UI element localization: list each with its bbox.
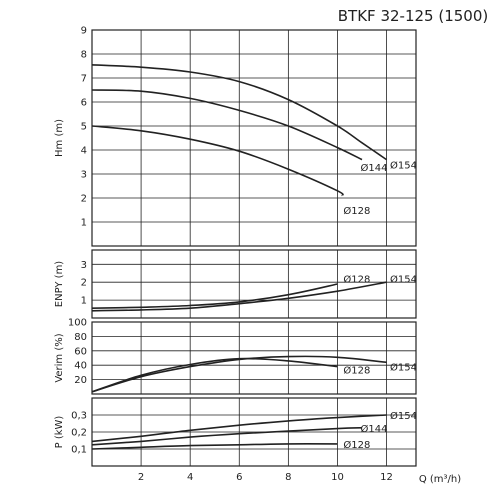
series-line-d144 [91, 89, 363, 161]
y-tick-label: 2 [81, 278, 87, 289]
y-tick-label: 5 [81, 122, 87, 133]
x-tick-label: 2 [138, 472, 144, 483]
panel-frame [91, 29, 417, 247]
y-tick-label: 40 [74, 361, 87, 372]
x-tick-label: 12 [380, 472, 393, 483]
y-tick-label: 0,3 [71, 411, 87, 422]
series-label: Ø154 [390, 410, 417, 422]
series-label: Ø154 [390, 362, 417, 374]
series-label: Ø154 [390, 159, 417, 171]
series-line-d128 [91, 125, 344, 197]
series-line-d154 [91, 281, 387, 312]
y-tick-label: 2 [81, 194, 87, 205]
y-tick-label: 3 [81, 170, 87, 181]
y-axis-label: Verim (%) [54, 333, 65, 382]
y-tick-label: 100 [68, 318, 87, 329]
series-label: Ø128 [343, 365, 370, 377]
y-tick-label: 9 [81, 26, 87, 37]
series-line-d154 [91, 355, 387, 393]
series-label: Ø144 [361, 423, 388, 435]
series-line-d128 [91, 283, 338, 309]
panel-frame [91, 321, 417, 395]
x-axis-label: Q (m³/h) [419, 474, 461, 485]
x-tick-label: 4 [187, 472, 193, 483]
series-label: Ø128 [343, 205, 370, 217]
series-label: Ø144 [361, 162, 388, 174]
y-axis-label: ENPY (m) [54, 261, 65, 308]
y-tick-label: 0,1 [71, 445, 87, 456]
series-line-d128 [91, 443, 338, 450]
y-tick-label: 0,2 [71, 428, 87, 439]
series-label: Ø128 [343, 274, 370, 286]
y-tick-label: 1 [81, 296, 87, 307]
y-axis-label: Hm (m) [54, 119, 65, 157]
series-label: Ø128 [343, 439, 370, 451]
y-tick-label: 60 [74, 346, 87, 357]
y-tick-label: 20 [74, 375, 87, 386]
y-tick-label: 7 [81, 74, 87, 85]
y-tick-label: 4 [81, 146, 87, 157]
x-tick-label: 6 [236, 472, 242, 483]
series-line-d154 [91, 64, 387, 161]
series-label: Ø154 [390, 274, 417, 286]
series-line-d144 [91, 427, 363, 446]
y-tick-label: 8 [81, 50, 87, 61]
panel-frame [91, 397, 417, 467]
panel-frame [91, 249, 417, 319]
series-line-d154 [91, 414, 387, 443]
y-tick-label: 3 [81, 260, 87, 271]
x-tick-label: 8 [285, 472, 291, 483]
panel-npsh: 1 2 3 ENPY (m) Ø128 Ø154 [54, 249, 417, 319]
y-tick-label: 1 [81, 218, 87, 229]
series-line-d128 [91, 357, 338, 393]
y-tick-label: 80 [74, 332, 87, 343]
x-tick-label: 10 [331, 472, 344, 483]
y-tick-label: 6 [81, 98, 87, 109]
chart-title: BTKF 32-125 (1500) [338, 7, 488, 25]
y-axis-label: P (kW) [54, 416, 65, 449]
